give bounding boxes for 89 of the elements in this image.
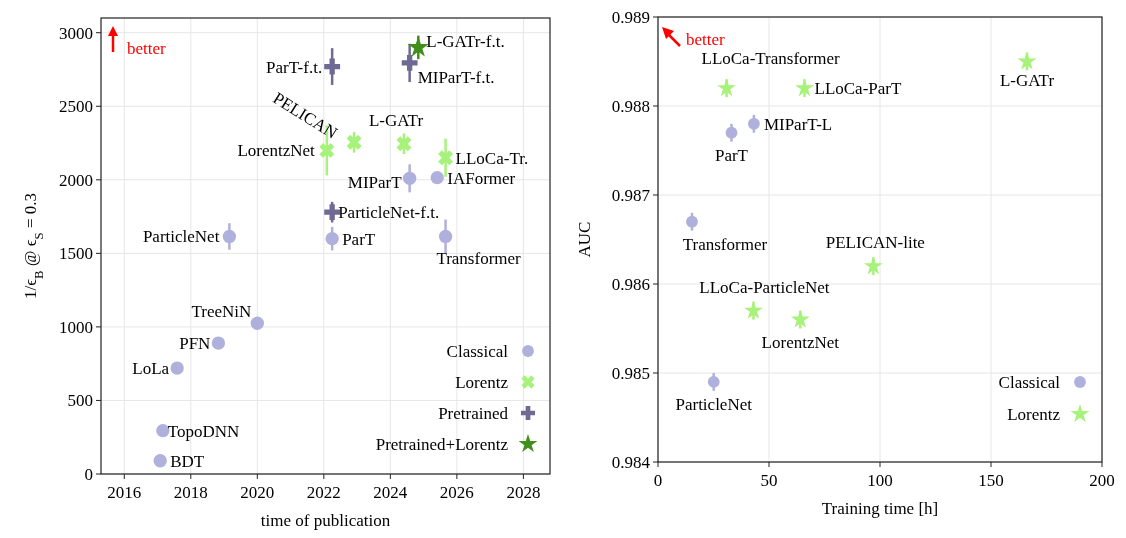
x-tick-label: 200 (1089, 471, 1115, 490)
point (790, 309, 810, 328)
annotation: better (686, 30, 726, 49)
y-tick-label: 2500 (59, 97, 93, 117)
annotation: LoLa (132, 359, 170, 379)
annotation: ParT (714, 145, 749, 165)
annotation: TreeNiN (191, 302, 252, 322)
x-tick-label: 2022 (306, 483, 341, 502)
annotation: ParT (342, 229, 376, 249)
point (324, 204, 341, 221)
point (725, 126, 738, 139)
annotation: Transformer (682, 234, 768, 254)
annotation: ParticleNet (675, 394, 753, 414)
annotation: IAFormer (447, 168, 516, 188)
y-axis-title: AUC (575, 221, 594, 258)
point (325, 231, 339, 246)
x-axis-title: Training time [h] (821, 499, 939, 518)
point (222, 229, 237, 244)
point (744, 300, 763, 319)
annotation: LorentzNet (761, 332, 840, 352)
point (250, 316, 264, 330)
annotation: L-GATr (999, 70, 1055, 90)
y-tick-label: 0.986 (611, 275, 650, 294)
point (346, 134, 362, 150)
annotation: LorentzNet (237, 141, 316, 161)
point (170, 361, 184, 375)
annotation: LLoCa-ParT (814, 79, 902, 99)
annotation: MIParT-f.t. (417, 67, 495, 87)
y-tick-label: 0.988 (611, 97, 650, 116)
annotation: ParticleNet-f.t. (338, 203, 440, 223)
annotation: Transformer (436, 249, 522, 269)
point (396, 136, 412, 152)
legend-label: Classical (998, 373, 1061, 392)
annotation: LLoCa-Transformer (701, 49, 841, 69)
x-tick-label: 100 (867, 471, 893, 490)
point (1017, 51, 1037, 70)
point (686, 215, 698, 228)
x-tick-label: 50 (760, 471, 778, 490)
annotation: L-GATr (368, 110, 424, 130)
annotation: MIParT (347, 173, 403, 193)
point (153, 454, 167, 468)
annotation: ParticleNet (142, 227, 220, 247)
x-tick-label: 2020 (240, 483, 275, 502)
point (795, 78, 814, 97)
point (319, 142, 335, 158)
point (430, 170, 444, 185)
x-tick-label: 2026 (439, 483, 474, 502)
x-tick-label: 2028 (506, 483, 541, 502)
point (707, 375, 720, 388)
x-tick-label: 2018 (173, 483, 208, 502)
x-tick-label: 2024 (373, 483, 408, 502)
x-axis-title: time of publication (260, 511, 391, 530)
annotation: LLoCa-ParticleNet (699, 277, 830, 297)
legend-label: Classical (446, 342, 509, 361)
y-tick-label: 0.987 (611, 186, 651, 205)
point (717, 78, 737, 97)
legend-label: Pretrained (438, 404, 509, 423)
point (747, 117, 760, 130)
y-tick-label: 1500 (59, 244, 93, 264)
y-tick-label: 0.985 (611, 364, 650, 383)
annotation: BDT (170, 451, 205, 471)
annotation: L-GATr-f.t. (426, 32, 505, 52)
point (402, 171, 417, 185)
annotation: better (127, 39, 167, 58)
legend-label: Lorentz (1007, 405, 1061, 424)
annotation: MIParT-L (763, 114, 833, 134)
point (863, 256, 883, 275)
point (407, 36, 429, 57)
y-tick-label: 3000 (59, 23, 93, 43)
annotation: PELICAN-lite (825, 233, 925, 253)
x-tick-label: 150 (978, 471, 1004, 490)
legend-label: Lorentz (455, 373, 509, 392)
x-tick-label: 0 (653, 471, 663, 490)
y-tick-label: 500 (67, 391, 93, 411)
point (211, 336, 226, 350)
point (324, 58, 341, 75)
annotation: LLoCa-Tr. (455, 148, 529, 168)
y-tick-label: 1000 (59, 317, 93, 337)
legend-label: Pretrained+Lorentz (375, 435, 509, 454)
annotation: ParT-f.t. (266, 57, 323, 77)
annotation: TopoDNN (167, 421, 240, 441)
y-tick-label: 2000 (59, 170, 93, 190)
y-tick-label: 0.984 (611, 453, 651, 472)
y-tick-label: 0.989 (611, 8, 650, 27)
point (401, 54, 418, 71)
annotation: PFN (179, 334, 211, 354)
point (438, 229, 453, 244)
point (438, 150, 454, 166)
x-tick-label: 2016 (107, 483, 142, 502)
